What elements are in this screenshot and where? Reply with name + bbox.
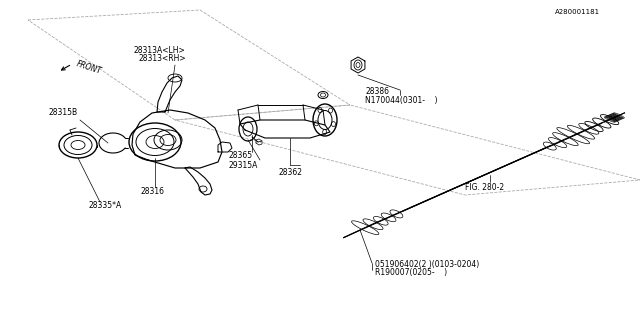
- Text: FIG. 280-2: FIG. 280-2: [465, 182, 504, 191]
- Text: 28365: 28365: [228, 150, 252, 159]
- Text: 28386: 28386: [365, 86, 389, 95]
- Text: 051906402(2 )(0103-0204): 051906402(2 )(0103-0204): [375, 260, 479, 268]
- Text: R190007(0205-    ): R190007(0205- ): [375, 268, 447, 277]
- Text: FRONT: FRONT: [75, 60, 102, 76]
- Text: 28335*A: 28335*A: [88, 201, 121, 210]
- Text: 28313<RH>: 28313<RH>: [138, 53, 186, 62]
- Text: A280001181: A280001181: [555, 9, 600, 15]
- Text: 29315A: 29315A: [228, 161, 257, 170]
- Polygon shape: [403, 146, 551, 211]
- Text: N170044(0301-    ): N170044(0301- ): [365, 95, 438, 105]
- Text: 28315B: 28315B: [48, 108, 77, 116]
- Text: 28313A<LH>: 28313A<LH>: [133, 45, 185, 54]
- Text: 28362: 28362: [278, 167, 302, 177]
- Text: 28316: 28316: [140, 188, 164, 196]
